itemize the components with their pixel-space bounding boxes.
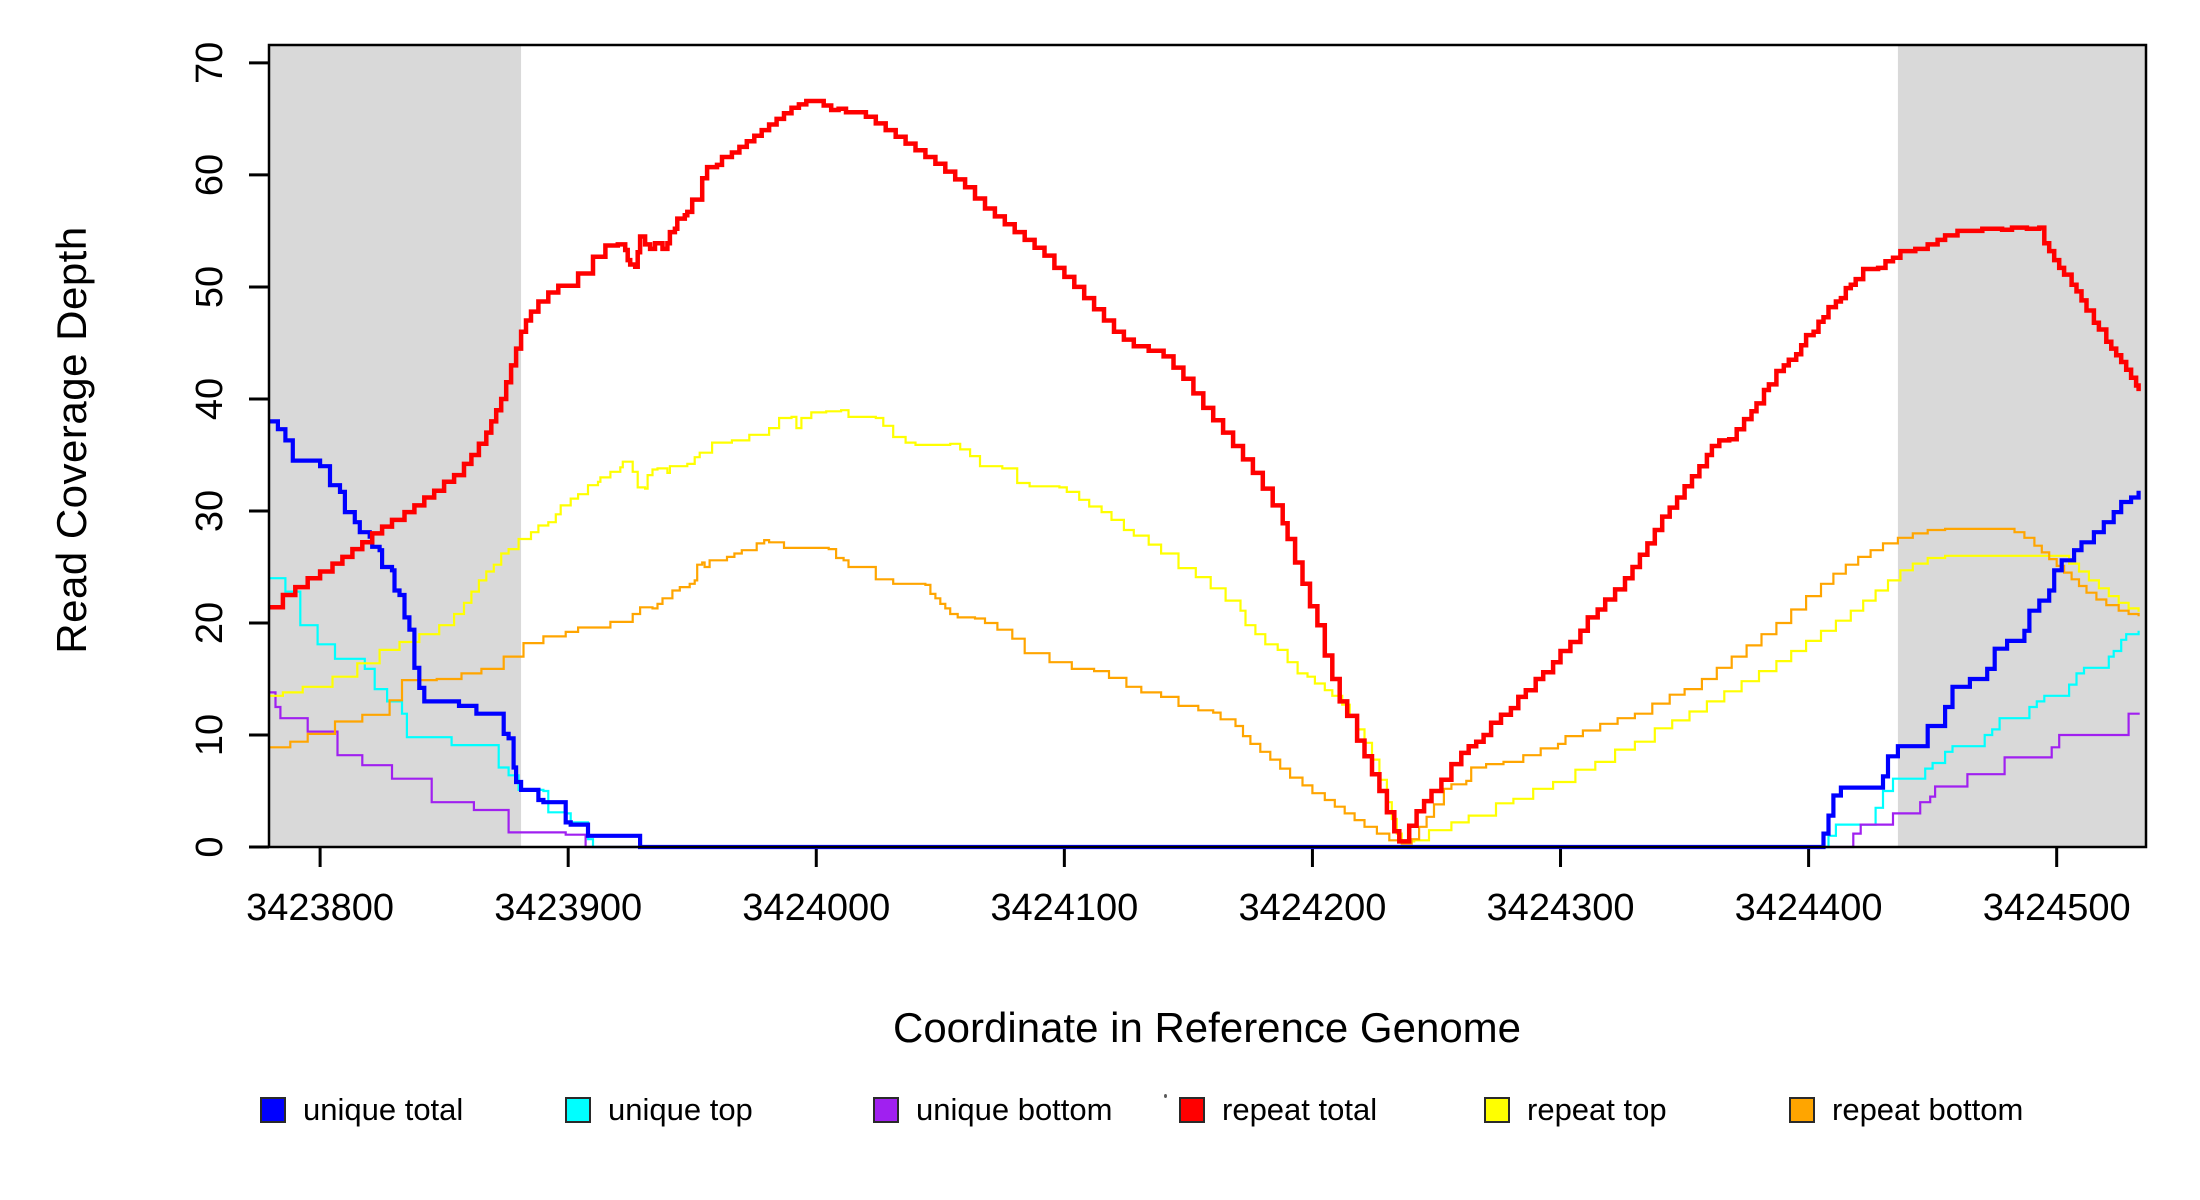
y-tick-label: 30 (189, 490, 231, 532)
legend-swatch-icon (260, 1097, 286, 1123)
y-tick-label: 20 (189, 602, 231, 644)
y-tick-label: 70 (189, 42, 231, 84)
legend-label: unique total (303, 1092, 464, 1127)
legend-item-unique-bottom: unique bottom (873, 1092, 1113, 1127)
legend-item-unique-total: unique total (260, 1092, 464, 1127)
series-unique_top (268, 577, 2140, 849)
series-unique_bottom (268, 691, 2140, 849)
plot-border (267, 43, 2148, 849)
legend-label: unique top (608, 1092, 753, 1127)
y-tick-label: 0 (189, 836, 231, 857)
series-repeat_top (268, 409, 2140, 843)
x-axis-title: Coordinate in Reference Genome (892, 1004, 1522, 1051)
x-tick-label: 3424100 (990, 887, 1138, 929)
x-tick-label: 3424000 (742, 887, 890, 929)
legend-item-repeat-total: repeat total (1179, 1092, 1378, 1127)
y-tick-label: 10 (189, 714, 231, 756)
legend-swatch-icon (565, 1097, 591, 1123)
legend-swatch-icon (1789, 1097, 1815, 1123)
x-tick-label: 3423800 (246, 887, 394, 929)
legend-label: repeat bottom (1832, 1092, 2024, 1127)
shaded-region-1 (1897, 45, 2146, 847)
x-tick-label: 3424400 (1735, 887, 1883, 929)
series-repeat_bottom (268, 527, 2140, 845)
series-unique_total (268, 419, 2141, 850)
legend-swatch-icon (1484, 1097, 1510, 1123)
legend-item-repeat-bottom: repeat bottom (1789, 1092, 2024, 1127)
x-tick-label: 3424200 (1238, 887, 1386, 929)
x-tick-label: 3424300 (1487, 887, 1635, 929)
legend-item-unique-top: unique top (565, 1092, 753, 1127)
y-tick-label: 40 (189, 378, 231, 420)
x-tick-label: 3424500 (1983, 887, 2131, 929)
y-tick-label: 50 (189, 266, 231, 308)
stray-dot-artifact (1164, 1094, 1167, 1098)
y-tick-label: 60 (189, 154, 231, 196)
y-axis-title: Read Coverage Depth (48, 226, 95, 654)
legend-label: repeat top (1527, 1092, 1667, 1127)
legend-item-repeat-top: repeat top (1484, 1092, 1667, 1127)
legend-swatch-icon (873, 1097, 899, 1123)
legend-label: unique bottom (916, 1092, 1113, 1127)
legend-label: repeat total (1222, 1092, 1378, 1127)
series-repeat_total (268, 98, 2141, 844)
x-tick-label: 3423900 (494, 887, 642, 929)
legend-swatch-icon (1179, 1097, 1205, 1123)
axis-ticks (249, 61, 2059, 867)
